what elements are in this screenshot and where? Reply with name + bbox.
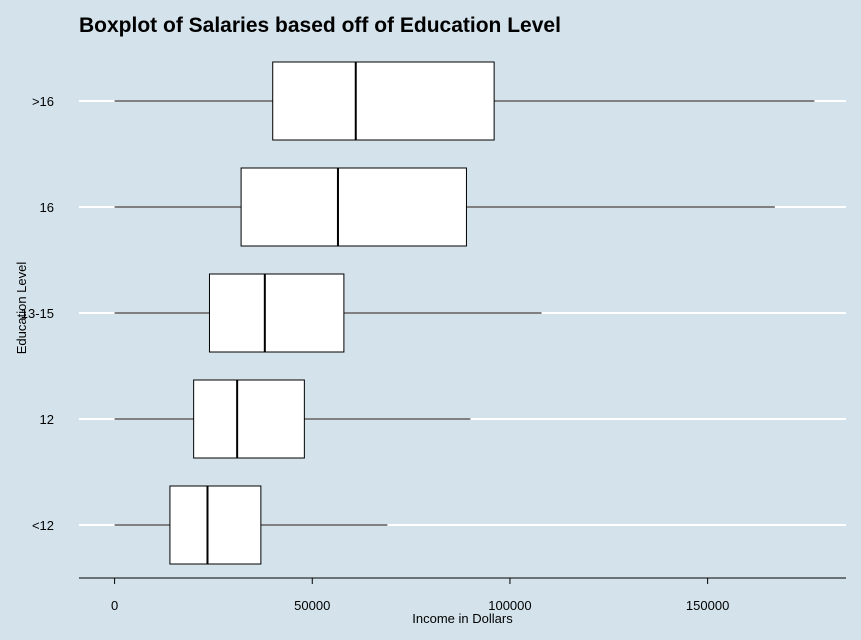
y-axis-title: Education Level (14, 262, 29, 355)
x-tick-label: 150000 (686, 598, 729, 613)
x-tick-label: 100000 (488, 598, 531, 613)
x-tick-label: 0 (111, 598, 118, 613)
iqr-box (272, 61, 495, 141)
box-16 (114, 167, 775, 247)
y-tick-label: 12 (40, 412, 54, 427)
iqr-box (193, 379, 305, 459)
x-axis-ticks: 0 50000 100000 150000 (111, 578, 729, 613)
iqr-box (208, 273, 345, 353)
box-13-15 (114, 273, 542, 353)
iqr-box (169, 485, 262, 565)
x-tick-label: 50000 (294, 598, 330, 613)
x-axis-title: Income in Dollars (412, 611, 513, 626)
box-12 (114, 379, 471, 459)
y-tick-label: 16 (40, 200, 54, 215)
boxes (114, 61, 815, 565)
iqr-box (240, 167, 467, 247)
y-tick-label: >16 (32, 94, 54, 109)
box-<12 (114, 485, 388, 565)
y-tick-label: <12 (32, 518, 54, 533)
y-tick-label: 13-15 (21, 306, 54, 321)
box->16 (114, 61, 815, 141)
y-axis-labels: <12 12 13-15 16 >16 (21, 94, 54, 533)
chart-title: Boxplot of Salaries based off of Educati… (79, 14, 561, 37)
